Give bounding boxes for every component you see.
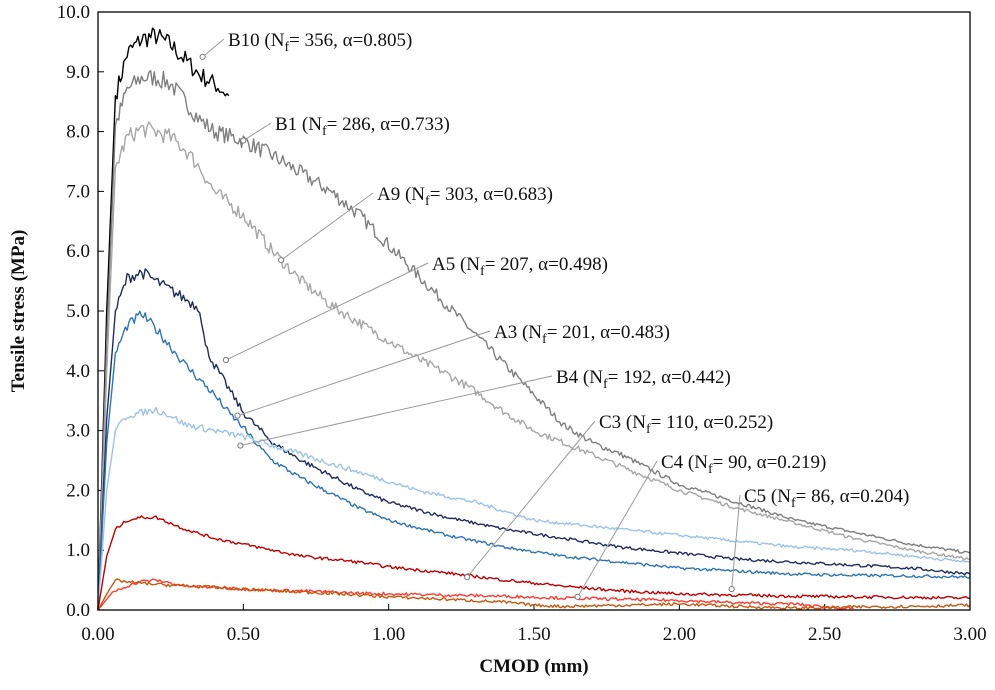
y-tick-label: 2.0 [66,480,90,501]
y-tick-label: 10.0 [57,2,90,23]
leader-dot-c4 [574,593,581,600]
x-tick-labels: 0.00 0.50 1.00 1.50 2.00 2.50 3.00 [81,624,986,645]
y-tick-label: 0.0 [66,600,90,621]
leader-dot-a9 [278,257,285,264]
leader-dot-a3 [234,412,241,419]
y-tick-label: 7.0 [66,181,90,202]
leader-dot-b4 [237,442,244,449]
leader-line-b1 [243,122,272,141]
annotation-b10: B10 (Nf= 356, α=0.805) [228,30,412,55]
y-axis-title: Tensile stress (MPa) [8,230,29,393]
series-line-a5 [97,268,971,611]
y-tick-label: 1.0 [66,540,90,561]
y-tick-label: 4.0 [66,361,90,382]
x-tick-label: 2.00 [663,624,696,645]
annotation-b4: B4 (Nf= 192, α=0.442) [556,367,731,392]
y-tick-label: 6.0 [66,241,90,262]
annotation-a9: A9 (Nf= 303, α=0.683) [377,184,553,209]
y-tick-label: 8.0 [66,122,90,143]
x-tick-label: 3.00 [953,624,986,645]
leader-line-c4 [577,460,658,598]
leader-dot-b1 [240,137,247,144]
leader-line-a5 [225,262,429,361]
leader-line-b4 [240,375,553,447]
leader-dot-c5 [728,585,735,593]
annotation-a5: A5 (Nf= 207, α=0.498) [432,254,608,279]
x-tick-label: 1.00 [372,624,405,645]
annotation-a3: A3 (Nf= 201, α=0.483) [494,322,670,347]
y-tick-labels: 0.0 1.0 2.0 3.0 4.0 5.0 6.0 7.0 8.0 9.0 10.0 [57,2,90,621]
annotation-b1: B1 (Nf= 286, α=0.733) [275,114,450,139]
annotation-c3: C3 (Nf= 110, α=0.252) [599,412,773,437]
series-line-b4 [97,406,971,611]
x-tick-label: 0.00 [81,624,114,645]
x-axis-title: CMOD (mm) [479,656,588,677]
annotation-labels: B10 (Nf= 356, α=0.805) B1 (Nf= 286, α=0.7… [228,30,909,511]
annotation-c5: C5 (Nf= 86, α=0.204) [744,486,909,511]
series-line-a9 [97,121,971,611]
x-tick-label: 0.50 [227,624,260,645]
series-line-c4 [97,578,854,611]
leader-line-c3 [466,420,596,578]
series-layer [97,27,971,611]
x-tick-label: 1.50 [517,624,550,645]
series-line-b10 [97,27,230,611]
axis-ticks [97,11,971,611]
leader-line-b10 [202,38,225,58]
leader-dot-c3 [464,574,471,581]
annotation-leaders [199,38,741,600]
y-tick-label: 9.0 [66,62,90,83]
leader-line-a9 [280,192,374,261]
y-tick-label: 5.0 [66,301,90,322]
leader-line-a3 [237,330,491,417]
x-tick-label: 2.50 [808,624,841,645]
plot-frame [97,11,971,611]
leader-dot-a5 [222,356,229,364]
series-line-a3 [97,310,971,611]
leader-line-c5 [731,494,741,590]
annotation-c4: C4 (Nf= 90, α=0.219) [661,452,826,477]
leader-dot-b10 [199,53,206,60]
y-tick-label: 3.0 [66,421,90,442]
series-line-c3 [97,515,971,611]
series-line-c5 [97,578,971,611]
